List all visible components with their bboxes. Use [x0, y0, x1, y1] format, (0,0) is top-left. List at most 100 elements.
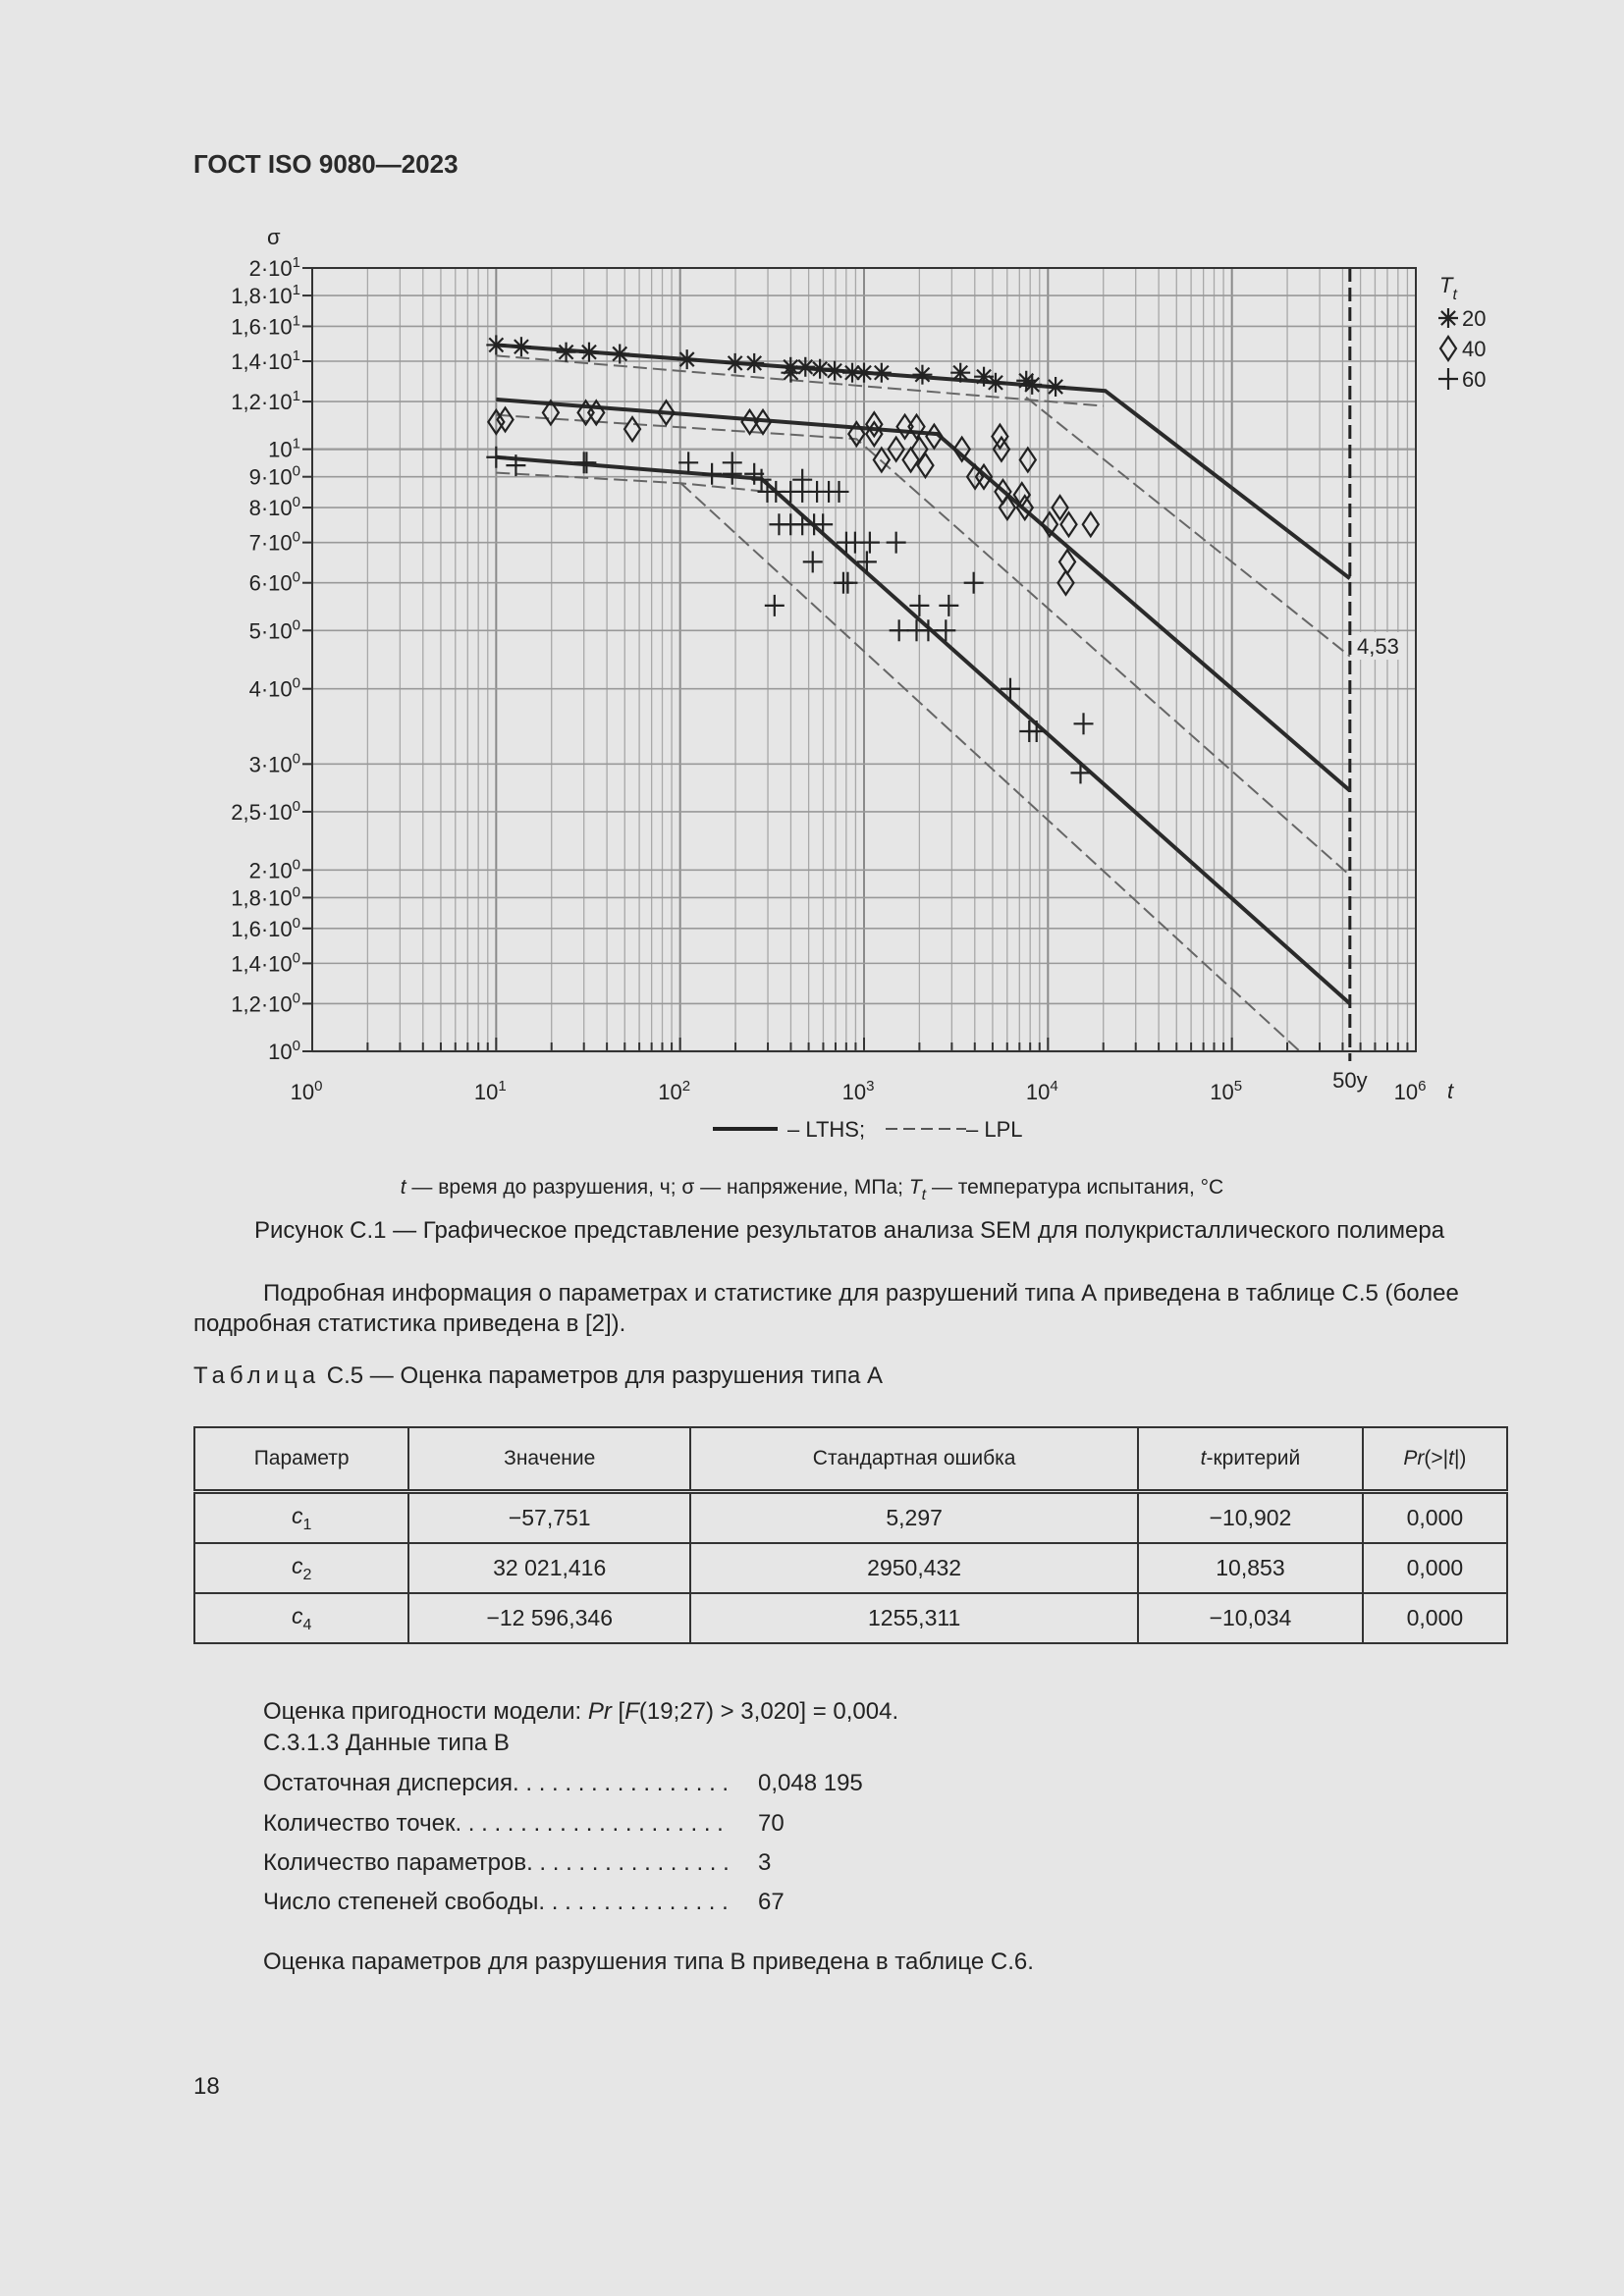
data-point-60c [1070, 762, 1091, 784]
figure-caption: Рисунок С.1 — Графическое представление … [253, 1217, 1445, 1244]
model-fit-text: Оценка пригодности модели: Pr [F(19;27) … [263, 1698, 899, 1725]
x-axis-ticks: 100 101 102 103 104 105 106 50y [291, 268, 1427, 1104]
data-point-40c [1081, 510, 1101, 539]
data-point-60c [506, 454, 526, 477]
y-tick-label: 1,2·101 [231, 388, 300, 414]
data-point-20c [950, 362, 971, 383]
data-point-40c [496, 405, 514, 434]
data-point-40c [901, 446, 920, 474]
data-point-60c [829, 480, 849, 503]
stat-label: Число степеней свободы. . . . . . . . . … [263, 1889, 729, 1915]
document-header: ГОСТ ISO 9080—2023 [193, 149, 459, 179]
data-point-60c [838, 571, 858, 594]
y-tick-label: 101 [268, 436, 300, 462]
data-point-40c [887, 435, 905, 463]
x-tick-label: 104 [1026, 1078, 1058, 1104]
data-point-40c [1015, 494, 1035, 522]
x-tick-label: 103 [842, 1078, 875, 1104]
data-point-40c [965, 462, 985, 491]
pr-cell: 0,000 [1361, 1592, 1509, 1644]
lpl-line-40 [496, 413, 1351, 877]
table-row: c1 −57,751 5,297 −10,902 0,000 [192, 1490, 1509, 1544]
data-point-40c [541, 399, 561, 427]
header-t-criterion: t-критерий [1137, 1426, 1364, 1493]
data-point-20c [610, 344, 630, 364]
lths-legend-label: – LTHS; [787, 1117, 865, 1142]
x-tick-label: 101 [474, 1078, 507, 1104]
data-point-40c [998, 494, 1017, 522]
data-point-60c [909, 594, 930, 616]
line-legend: – LTHS; – LPL [713, 1117, 1023, 1142]
stat-value: 70 [758, 1810, 785, 1837]
data-point-40c [864, 410, 884, 439]
param-cell: c4 [192, 1592, 410, 1644]
std-error-cell: 2950,432 [689, 1542, 1140, 1594]
x-tick-label: 100 [291, 1078, 323, 1104]
y-tick-label: 1,6·100 [231, 915, 300, 941]
value-cell: −12 596,346 [407, 1592, 692, 1644]
y-tick-label: 4·100 [249, 675, 300, 702]
data-point-40c [907, 412, 926, 441]
x-tick-label: 106 [1394, 1078, 1427, 1104]
data-point-20c [810, 358, 831, 379]
lths-line-40 [496, 397, 1352, 792]
parameter-table: Параметр Значение Стандартная ошибка t-к… [192, 1426, 1509, 1644]
data-point-60c [856, 551, 877, 573]
y-tick-label: 1,6·101 [231, 312, 300, 339]
data-point-40c [974, 462, 994, 491]
data-point-20c [1046, 376, 1066, 397]
data-point-60c [886, 531, 906, 554]
t-criterion-cell: −10,034 [1137, 1592, 1364, 1644]
table-row: c2 32 021,416 2950,432 10,853 0,000 [192, 1542, 1509, 1594]
data-point-20c [854, 362, 874, 383]
value-cell: 32 021,416 [407, 1542, 692, 1594]
table-caption: Таблица С.5 — Оценка параметров для разр… [193, 1362, 883, 1389]
data-point-60c [889, 619, 909, 642]
t-criterion-cell: −10,902 [1137, 1490, 1364, 1544]
data-point-20c [974, 366, 995, 387]
data-point-60c [813, 513, 834, 536]
data-point-40c [872, 446, 892, 474]
data-point-20c [578, 342, 599, 362]
legend-marker-asterisk-icon [1438, 308, 1458, 328]
x-axis-label: t [1447, 1079, 1454, 1103]
y-tick-label: 6·100 [249, 569, 300, 596]
data-point-20c [486, 335, 507, 355]
data-point-40c [925, 422, 944, 451]
data-point-40c [1056, 568, 1075, 597]
table-row: c4 −12 596,346 1255,311 −10,034 0,000 [192, 1592, 1509, 1644]
std-error-cell: 1255,311 [689, 1592, 1140, 1644]
lpl-line-60 [679, 482, 1301, 1052]
data-point-20c [871, 362, 892, 383]
stat-label: Количество точек. . . . . . . . . . . . … [263, 1810, 724, 1837]
x-tick-label: 105 [1210, 1078, 1242, 1104]
data-point-40c [952, 435, 972, 463]
legend-label: 40 [1462, 337, 1486, 361]
data-point-20c [912, 364, 933, 385]
y-tick-label: 2·101 [249, 254, 300, 281]
y-tick-label: 1,4·100 [231, 949, 300, 976]
legend-marker-diamond-icon [1438, 335, 1458, 362]
data-point-20c [842, 362, 863, 383]
table-header-row: Параметр Значение Стандартная ошибка t-к… [192, 1426, 1509, 1493]
data-point-40c [847, 420, 866, 449]
temperature-legend: Tt 20 40 60 [1438, 273, 1486, 392]
lpl-50y-value-label: 4,53 [1357, 634, 1399, 659]
data-point-40c [740, 407, 759, 436]
lpl-line-20 [496, 354, 1104, 407]
header-value: Значение [407, 1426, 692, 1493]
pr-cell: 0,000 [1361, 1490, 1509, 1544]
fifty-year-label: 50y [1332, 1068, 1367, 1093]
data-point-20c [511, 337, 531, 357]
data-point-20c [556, 342, 576, 362]
pr-cell: 0,000 [1361, 1542, 1509, 1594]
param-cell: c1 [192, 1490, 410, 1544]
data-point-20c [1022, 374, 1043, 395]
data-point-40c [895, 412, 914, 441]
data-point-40c [1018, 446, 1038, 474]
lths-line-20 [496, 343, 1352, 580]
stat-label: Остаточная дисперсия. . . . . . . . . . … [263, 1770, 730, 1796]
data-point-60c [764, 594, 785, 616]
y-axis-label: σ [267, 225, 281, 249]
data-markers [486, 335, 1101, 784]
